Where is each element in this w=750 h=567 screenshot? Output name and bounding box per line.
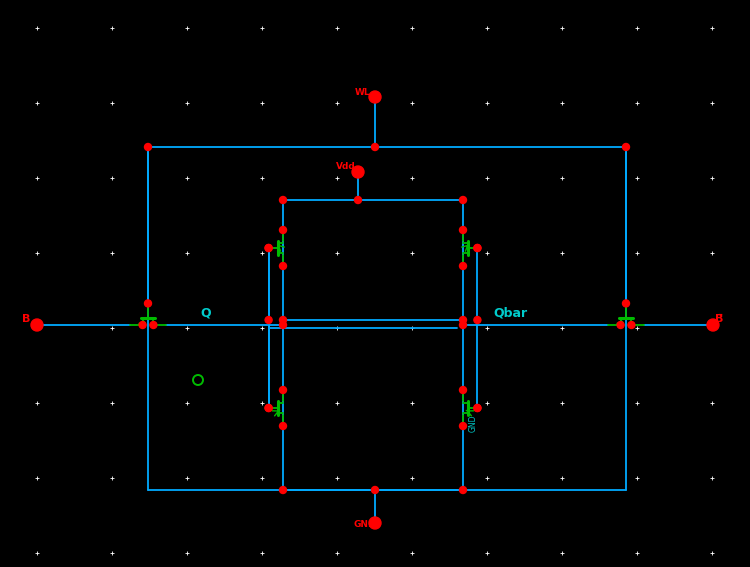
Circle shape <box>265 404 272 412</box>
Circle shape <box>460 486 466 493</box>
Circle shape <box>265 404 272 412</box>
Circle shape <box>474 404 481 412</box>
Text: B: B <box>22 314 30 324</box>
Circle shape <box>460 422 466 429</box>
Circle shape <box>139 321 146 328</box>
Text: B̄: B̄ <box>715 314 723 324</box>
Circle shape <box>280 321 286 328</box>
Circle shape <box>617 321 624 328</box>
Circle shape <box>707 319 719 331</box>
Text: Vdd: Vdd <box>336 162 356 171</box>
Circle shape <box>280 387 286 393</box>
Circle shape <box>280 263 286 269</box>
Circle shape <box>371 486 379 493</box>
Circle shape <box>352 166 364 178</box>
Circle shape <box>474 244 481 252</box>
Text: Qbar: Qbar <box>493 306 527 319</box>
Circle shape <box>280 197 286 204</box>
Circle shape <box>622 143 629 150</box>
Circle shape <box>265 244 272 252</box>
Circle shape <box>460 387 466 393</box>
Text: Q: Q <box>200 306 211 319</box>
Circle shape <box>460 263 466 269</box>
Circle shape <box>628 321 635 328</box>
Circle shape <box>280 422 286 429</box>
Circle shape <box>460 226 466 234</box>
Circle shape <box>265 244 272 252</box>
Circle shape <box>369 517 381 529</box>
Circle shape <box>474 244 481 252</box>
Circle shape <box>622 300 629 307</box>
Circle shape <box>145 300 152 307</box>
Circle shape <box>280 226 286 234</box>
Circle shape <box>280 316 286 324</box>
Text: GND: GND <box>469 414 478 431</box>
Circle shape <box>474 404 481 412</box>
Circle shape <box>31 319 43 331</box>
Circle shape <box>371 143 379 150</box>
Circle shape <box>460 316 466 324</box>
Circle shape <box>474 316 481 324</box>
Circle shape <box>369 91 381 103</box>
Circle shape <box>460 321 466 328</box>
Circle shape <box>280 486 286 493</box>
Text: WL: WL <box>355 88 370 97</box>
Text: GND: GND <box>353 520 376 529</box>
Circle shape <box>265 316 272 324</box>
Circle shape <box>150 321 157 328</box>
Circle shape <box>355 197 362 204</box>
Circle shape <box>145 143 152 150</box>
Circle shape <box>460 197 466 204</box>
